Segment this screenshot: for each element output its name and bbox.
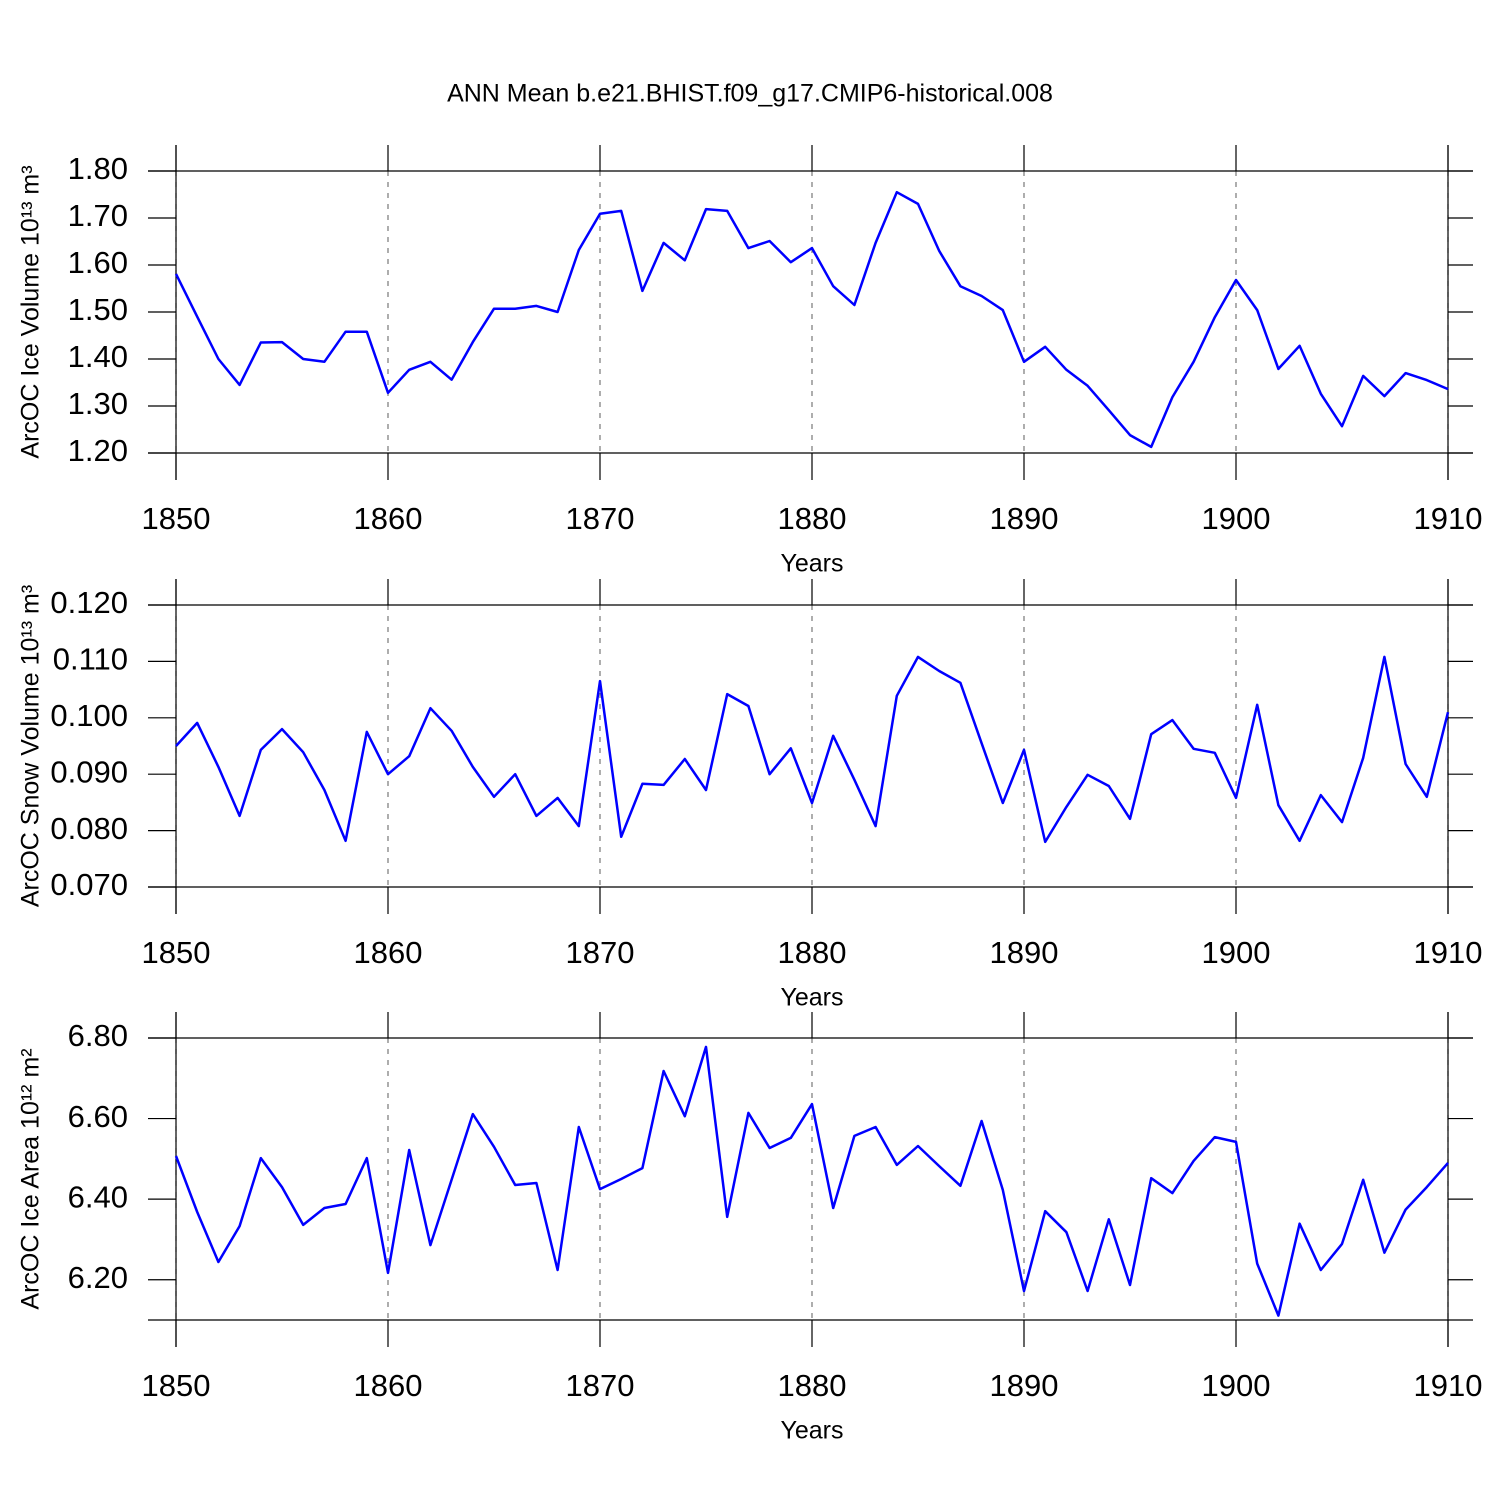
y-tick-label: 1.80 [68, 151, 128, 186]
y-tick-label: 0.110 [53, 642, 128, 677]
x-tick-label: 1880 [778, 1368, 847, 1403]
y-tick-label: 6.40 [68, 1179, 128, 1214]
x-tick-label: 1890 [990, 935, 1059, 970]
y-axis-label: ArcOC Ice Area 10¹² m² [17, 1048, 45, 1309]
x-tick-label: 1860 [354, 1368, 423, 1403]
x-tick-label: 1900 [1202, 1368, 1271, 1403]
y-tick-label: 1.30 [68, 386, 128, 421]
x-tick-label: 1870 [566, 935, 635, 970]
y-tick-label: 0.100 [50, 698, 128, 733]
x-tick-label: 1850 [142, 1368, 211, 1403]
x-tick-label: 1870 [566, 1368, 635, 1403]
x-tick-label: 1910 [1414, 935, 1483, 970]
panel: 1850 1860 1870 1880 1890 1900 1910 1.20 1.30 1.40… [17, 145, 1483, 578]
x-tick-label: 1890 [990, 501, 1059, 536]
y-tick-label: 1.70 [68, 198, 128, 233]
x-tick-label: 1880 [778, 501, 847, 536]
y-tick-label: 6.80 [68, 1018, 128, 1053]
x-tick-label: 1910 [1414, 501, 1483, 536]
y-tick-label: 6.20 [68, 1260, 128, 1295]
x-tick-label: 1910 [1414, 1368, 1483, 1403]
panel: 1850 1860 1870 1880 1890 1900 1910 0.070 0.080 0.… [17, 579, 1483, 1012]
x-tick-label: 1870 [566, 501, 635, 536]
y-axis-label: ArcOC Snow Volume 10¹³ m³ [17, 585, 45, 907]
x-axis-label: Years [780, 1417, 843, 1445]
figure-title: ANN Mean b.e21.BHIST.f09_g17.CMIP6-histo… [447, 80, 1053, 108]
x-tick-label: 1900 [1202, 501, 1271, 536]
x-tick-label: 1860 [354, 501, 423, 536]
data-line [174, 190, 1449, 449]
y-tick-label: 0.070 [50, 867, 128, 902]
x-tick-label: 1850 [142, 501, 211, 536]
data-line [174, 1045, 1449, 1317]
y-tick-label: 0.120 [50, 585, 128, 620]
panel: 1850 1860 1870 1880 1890 1900 1910 6.20 6.40 6.60… [17, 1012, 1483, 1445]
x-axis-label: Years [780, 984, 843, 1012]
y-tick-label: 1.50 [68, 292, 128, 327]
x-tick-label: 1900 [1202, 935, 1271, 970]
y-tick-label: 6.60 [68, 1099, 128, 1134]
y-axis-label: ArcOC Ice Volume 10¹³ m³ [17, 165, 45, 458]
x-tick-label: 1860 [354, 935, 423, 970]
x-axis-label: Years [780, 550, 843, 578]
data-line [175, 655, 1450, 844]
x-tick-label: 1850 [142, 935, 211, 970]
y-tick-label: 0.090 [50, 754, 128, 789]
x-tick-label: 1880 [778, 935, 847, 970]
x-tick-label: 1890 [990, 1368, 1059, 1403]
y-tick-label: 1.60 [68, 245, 128, 280]
y-tick-label: 0.080 [50, 811, 128, 846]
y-tick-label: 1.20 [68, 433, 128, 468]
y-tick-label: 1.40 [68, 339, 128, 374]
